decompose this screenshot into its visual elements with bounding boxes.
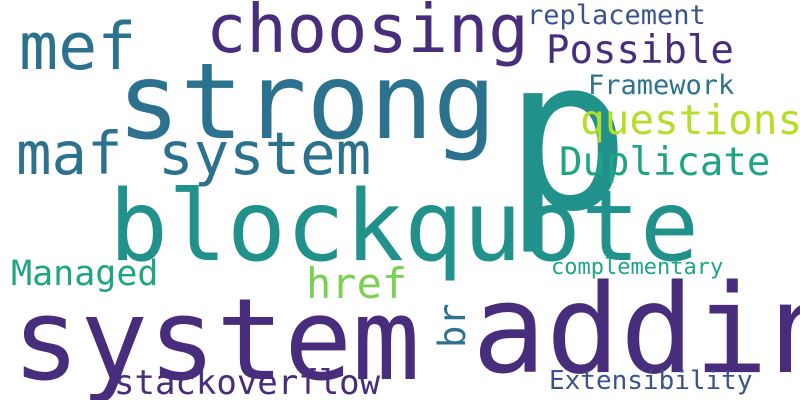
word-strong: strong	[117, 41, 497, 163]
word-p: p	[504, 13, 631, 258]
word-system: system	[12, 274, 421, 400]
word-blockquote: blockquote	[109, 170, 700, 284]
word-href: href	[306, 259, 408, 308]
word-managed: Managed	[11, 254, 159, 294]
word-duplicate: Duplicate	[559, 140, 771, 185]
word-possible: Possible	[546, 28, 734, 73]
word-addin: addin	[472, 259, 800, 400]
word-complementary: complementary	[551, 255, 724, 280]
word-replacement: replacement	[527, 0, 706, 31]
word-framework: Framework	[588, 70, 735, 101]
word-br: br	[431, 303, 474, 348]
word-questions: questions	[580, 96, 800, 144]
word-stackoverflow: stackoverflow	[114, 363, 381, 400]
word-mef: mef	[19, 10, 137, 85]
word-extensibility: Extensibility	[549, 366, 753, 396]
word-maf-system: maf system	[16, 119, 372, 188]
word-choosing: choosing	[206, 0, 529, 68]
